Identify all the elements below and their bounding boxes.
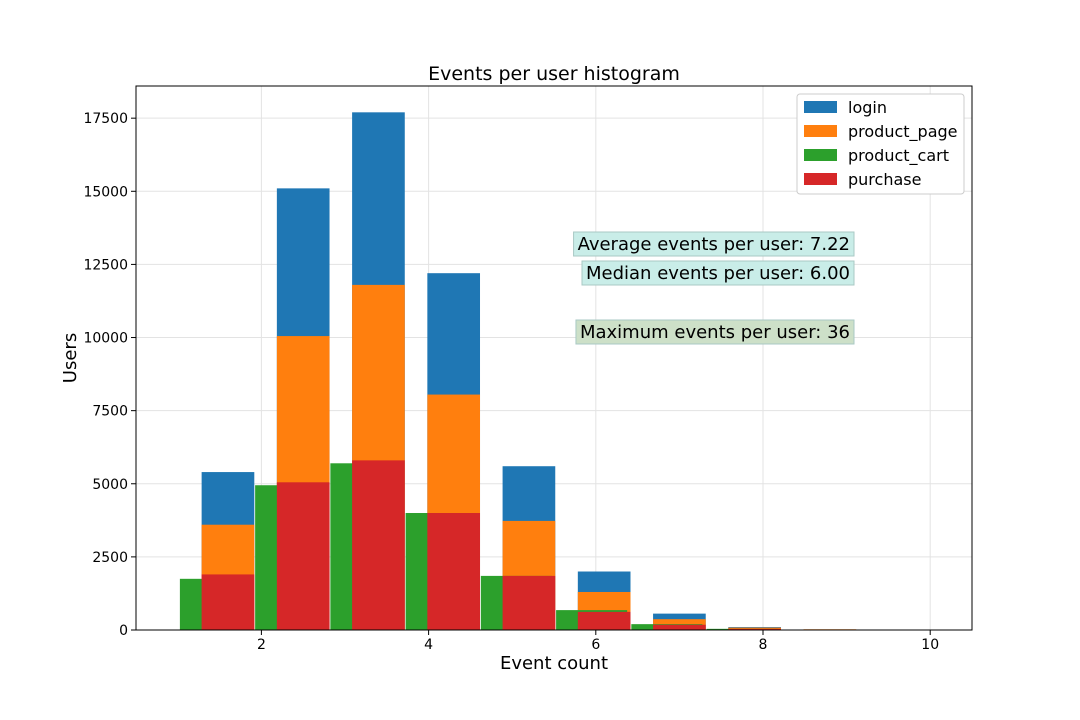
annotations: Average events per user: 7.22 Median even… [573,231,855,345]
x-tick-label: 2 [257,637,266,653]
legend-swatch-login [804,101,837,113]
bar-purchase [352,460,405,630]
bar-purchase [201,574,255,630]
x-tick-label: 10 [921,637,939,653]
legend: login product_page product_cart purchase [796,93,965,195]
legend-swatch-product_cart [804,149,837,161]
legend-label-product_page: product_page [848,122,958,142]
plot-frame [135,85,973,631]
y-tick-label: 7500 [92,404,128,420]
annotation-text: Maximum events per user: 36 [580,322,850,343]
annotation-text: Median events per user: 6.00 [586,263,850,284]
legend-frame [796,93,965,195]
annotation-box: Average events per user: 7.22 [573,231,855,257]
legend-swatch-product_page [804,125,837,137]
bar-purchase [276,482,330,630]
x-tick-label: 4 [424,637,433,653]
y-tick-label: 0 [119,623,128,639]
annotation-text: Average events per user: 7.22 [578,234,850,255]
legend-label-purchase: purchase [848,170,921,189]
y-axis-label: Users [60,333,81,383]
chart-title: Events per user histogram [428,63,680,85]
x-tick-label: 6 [591,637,600,653]
annotation-box: Median events per user: 6.00 [581,260,855,286]
y-tick-label: 15000 [83,184,128,200]
bars [179,112,857,631]
legend-label-login: login [848,98,887,117]
bar-purchase [577,611,631,630]
x-axis-label: Event count [500,653,608,674]
bar-purchase [427,513,481,630]
annotation-box: Maximum events per user: 36 [575,319,855,345]
legend-swatch-purchase [804,173,837,185]
bar-purchase [653,624,706,630]
y-tick-label: 17500 [83,111,128,127]
bar-purchase [502,575,556,630]
x-tick-label: 8 [759,637,768,653]
annotation-bg [581,260,855,286]
y-tick-label: 10000 [83,331,128,347]
y-tick-label: 2500 [92,550,128,566]
annotation-bg [573,231,855,257]
annotation-bg [575,319,855,345]
legend-label-product_cart: product_cart [848,146,949,166]
y-tick-label: 5000 [92,477,128,493]
y-tick-label: 12500 [83,257,128,273]
ticks: 2 4 6 8 10 0 2500 5000 7500 10000 12500 15000 17500 [83,111,939,653]
bar-purchase [728,628,781,630]
